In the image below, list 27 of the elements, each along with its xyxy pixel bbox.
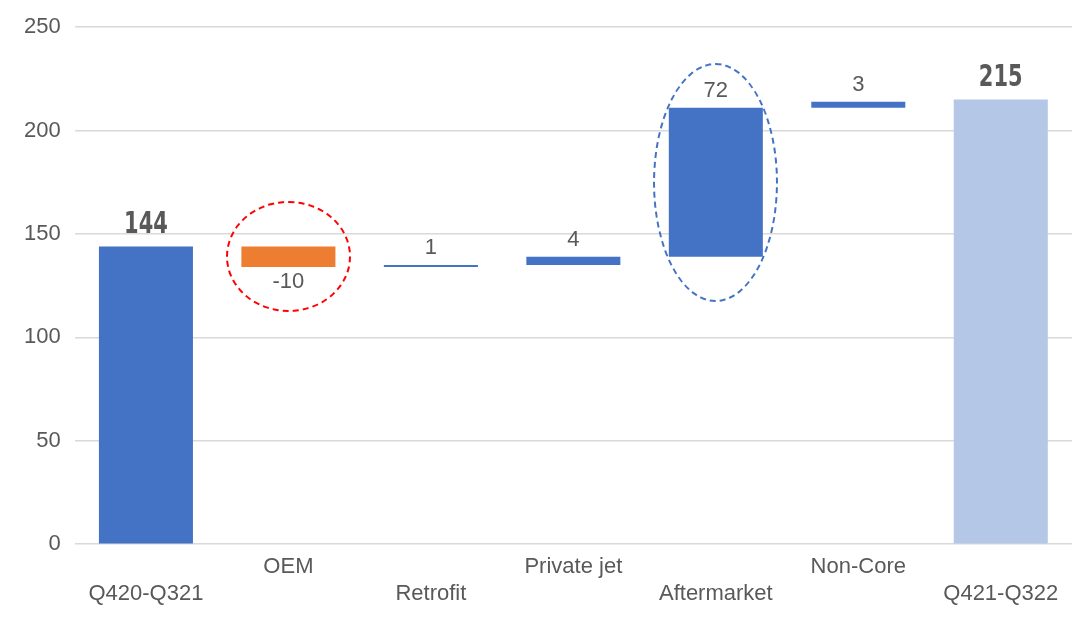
bar bbox=[241, 246, 336, 268]
x-tick-label: Aftermarket bbox=[658, 579, 773, 605]
bar bbox=[526, 256, 621, 266]
data-label: 215 bbox=[978, 58, 1023, 94]
y-tick-label: 100 bbox=[23, 323, 61, 349]
x-tick-label: Q420-Q321 bbox=[88, 579, 204, 605]
x-tick-label: Q421-Q322 bbox=[943, 579, 1059, 605]
y-tick-label: 150 bbox=[23, 220, 61, 246]
data-label: 144 bbox=[124, 205, 168, 241]
y-tick-label: 200 bbox=[23, 116, 61, 142]
y-tick-label: 0 bbox=[48, 530, 61, 556]
x-tick-label: OEM bbox=[263, 553, 314, 579]
bar bbox=[98, 246, 193, 544]
bar bbox=[668, 107, 763, 257]
data-label: 4 bbox=[567, 225, 580, 251]
bar bbox=[383, 265, 478, 268]
y-tick-label: 50 bbox=[36, 426, 61, 452]
data-label: 72 bbox=[703, 76, 729, 102]
x-tick-label: Private jet bbox=[524, 553, 623, 579]
x-tick-label: Non-Core bbox=[810, 553, 906, 579]
y-tick-label: 250 bbox=[23, 13, 61, 39]
data-label: 1 bbox=[424, 234, 438, 260]
bar bbox=[811, 101, 906, 108]
x-tick-label: Retrofit bbox=[395, 579, 467, 605]
data-label: -10 bbox=[272, 268, 305, 294]
data-label: 3 bbox=[852, 70, 865, 96]
bar bbox=[953, 99, 1048, 544]
